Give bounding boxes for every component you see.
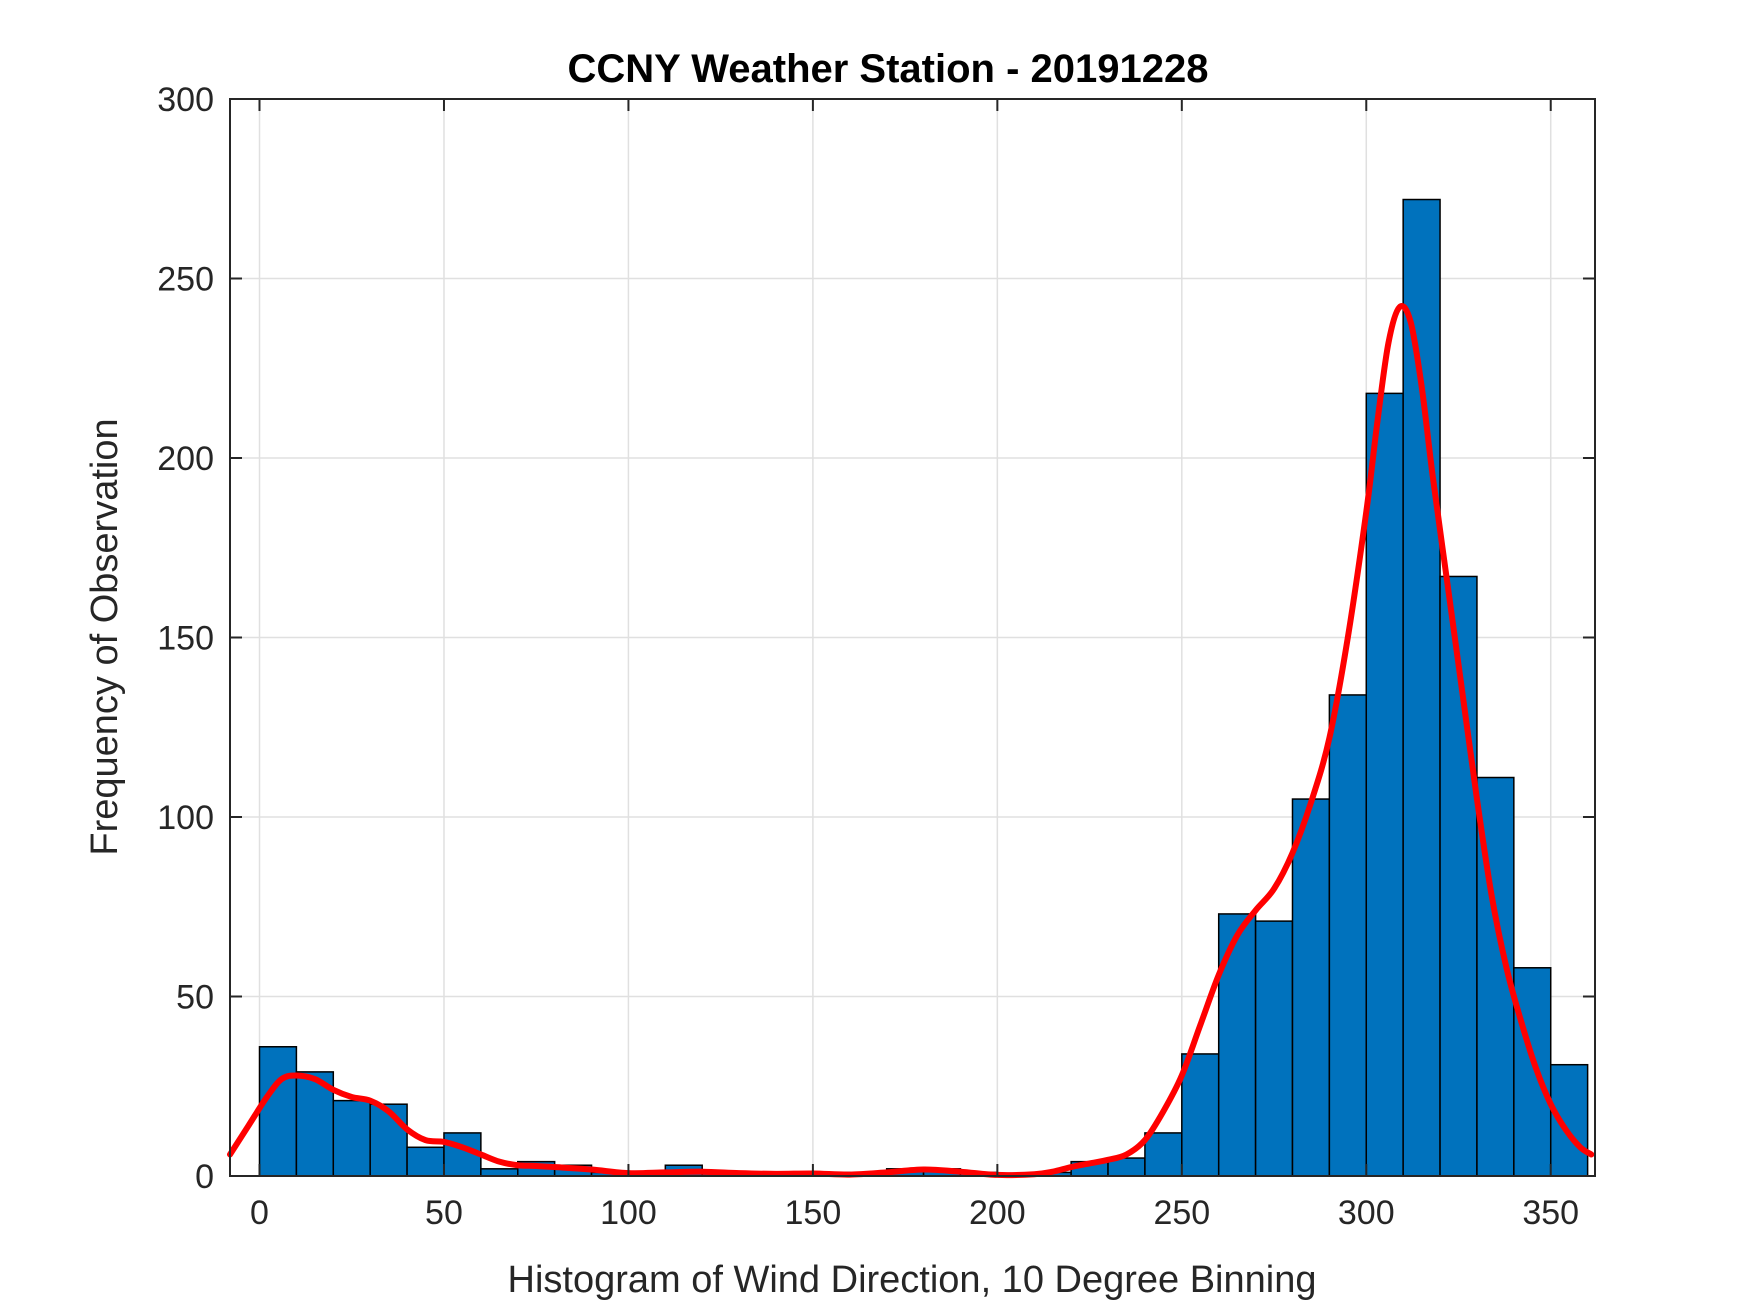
y-axis-label: Frequency of Observation xyxy=(84,418,126,855)
histogram-bar xyxy=(1144,1132,1183,1177)
x-axis-label: Histogram of Wind Direction, 10 Degree B… xyxy=(508,1259,1317,1301)
y-tick-label: 150 xyxy=(157,620,214,658)
histogram-bar xyxy=(1291,798,1331,1177)
histogram-bar xyxy=(1328,694,1368,1177)
histogram-bar xyxy=(1402,198,1441,1177)
x-tick-label: 150 xyxy=(785,1194,842,1232)
y-tick-label: 250 xyxy=(157,261,214,299)
y-tick-label: 300 xyxy=(157,81,214,119)
fit-curve-line xyxy=(227,303,1595,1179)
x-tick-label: 100 xyxy=(600,1194,657,1232)
axis-ticks xyxy=(230,98,1595,1177)
histogram-bar xyxy=(1217,913,1257,1177)
histogram-bar xyxy=(1181,1053,1220,1177)
x-tick-label: 300 xyxy=(1338,1194,1395,1232)
y-tick-label: 200 xyxy=(157,440,214,478)
histogram-bar xyxy=(258,1046,298,1177)
x-tick-label: 0 xyxy=(250,1194,269,1232)
y-tick-labels: 0 50 100 150 200 250 300 xyxy=(157,81,214,1196)
histogram-bar xyxy=(332,1099,371,1177)
histogram-bar xyxy=(1513,967,1552,1177)
x-tick-labels: 0 50 100 150 200 250 300 350 xyxy=(250,1194,1579,1232)
histogram-bar xyxy=(1365,392,1404,1177)
histogram-bar xyxy=(406,1146,445,1177)
y-tick-label: 0 xyxy=(195,1158,214,1196)
y-tick-label: 50 xyxy=(176,979,214,1017)
histogram-bar xyxy=(480,1168,519,1177)
x-tick-label: 50 xyxy=(425,1194,463,1232)
x-tick-label: 250 xyxy=(1153,1194,1210,1232)
fit-curve-layer xyxy=(227,303,1595,1179)
x-tick-label: 200 xyxy=(969,1194,1026,1232)
y-tick-label: 100 xyxy=(157,799,214,837)
chart-title: CCNY Weather Station - 20191228 xyxy=(568,47,1209,91)
histogram-bar xyxy=(369,1103,408,1177)
x-tick-label: 350 xyxy=(1522,1194,1579,1232)
histogram-bar xyxy=(1254,920,1294,1177)
